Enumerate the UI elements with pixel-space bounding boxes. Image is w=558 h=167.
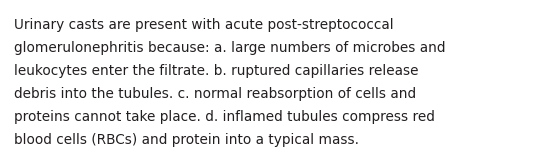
Text: leukocytes enter the filtrate. b. ruptured capillaries release: leukocytes enter the filtrate. b. ruptur…	[14, 64, 418, 78]
Text: debris into the tubules. c. normal reabsorption of cells and: debris into the tubules. c. normal reabs…	[14, 87, 416, 101]
Text: proteins cannot take place. d. inflamed tubules compress red: proteins cannot take place. d. inflamed …	[14, 110, 435, 124]
Text: glomerulonephritis because: a. large numbers of microbes and: glomerulonephritis because: a. large num…	[14, 41, 445, 55]
Text: blood cells (RBCs) and protein into a typical mass.: blood cells (RBCs) and protein into a ty…	[14, 133, 359, 147]
Text: Urinary casts are present with acute post-streptococcal: Urinary casts are present with acute pos…	[14, 18, 393, 32]
